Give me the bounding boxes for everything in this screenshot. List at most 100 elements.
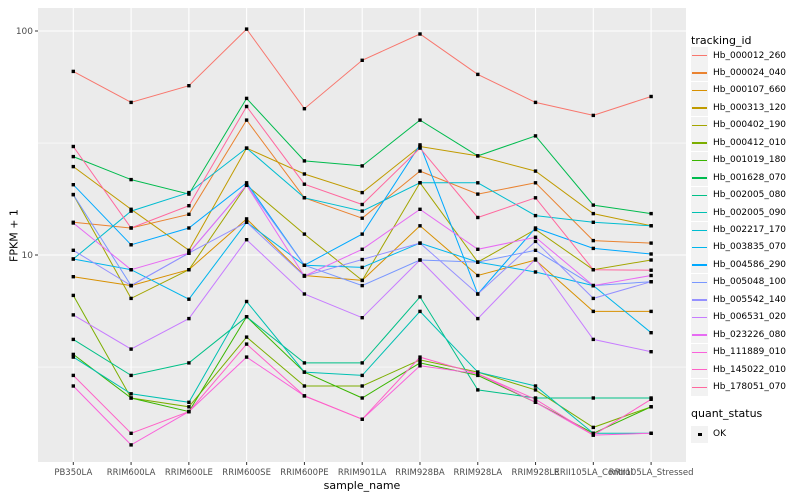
data-point-Hb_005542_140-RRIM600LA[interactable] <box>129 283 133 288</box>
data-point-Hb_000012_260-RRIM600LA[interactable] <box>129 100 133 105</box>
data-point-Hb_000412_010-RRIM928LE[interactable] <box>533 388 538 392</box>
legend-item-Hb_002217_170[interactable]: Hb_002217_170 <box>691 221 786 239</box>
data-point-Hb_004586_290-RRIM928LE[interactable] <box>533 226 538 230</box>
data-point-Hb_001628_070-RRIM928LE[interactable] <box>533 134 538 138</box>
data-point-Hb_002005_090-PB350LA[interactable] <box>71 355 75 359</box>
legend-item-Hb_003835_070[interactable]: Hb_003835_070 <box>691 238 786 256</box>
data-point-Hb_000313_120-RRIM600PE[interactable] <box>302 172 307 176</box>
data-point-Hb_001628_070-RRIM600LA[interactable] <box>129 177 133 182</box>
data-point-Hb_000107_660-RRIM600SE[interactable] <box>244 217 249 221</box>
data-point-Hb_005542_140-RRIM928BA[interactable] <box>418 241 422 245</box>
data-point-Hb_000412_010-RRIM901LA[interactable] <box>360 384 364 388</box>
data-point-Hb_002005_090-RRII105LA_Control[interactable] <box>591 431 595 435</box>
data-point-Hb_000313_120-RRII105LA_Control[interactable] <box>591 211 595 216</box>
data-point-Hb_000012_260-RRII105LA_Control[interactable] <box>591 113 595 118</box>
data-point-Hb_145022_010-RRII105LA_Stressed[interactable] <box>649 397 653 401</box>
data-point-Hb_005048_100-RRIM928LA[interactable] <box>476 260 480 264</box>
data-point-Hb_023226_080-RRIM901LA[interactable] <box>360 247 364 251</box>
data-point-Hb_178051_070-RRIM928LA[interactable] <box>476 215 480 220</box>
data-point-Hb_003835_070-RRIM600LE[interactable] <box>187 297 191 301</box>
data-point-Hb_111889_010-RRIM928BA[interactable] <box>418 364 422 368</box>
data-point-Hb_002217_170-RRIM600LA[interactable] <box>129 209 133 213</box>
legend-item-Hb_178051_070[interactable]: Hb_178051_070 <box>691 378 786 396</box>
data-point-Hb_004586_290-RRIM600LE[interactable] <box>187 226 191 230</box>
data-point-Hb_003835_070-RRII105LA_Stressed[interactable] <box>649 331 653 335</box>
data-point-Hb_002217_170-RRII105LA_Stressed[interactable] <box>649 224 653 228</box>
data-point-Hb_005542_140-PB350LA[interactable] <box>71 248 75 252</box>
data-point-Hb_005048_100-RRIM901LA[interactable] <box>360 283 364 288</box>
legend-item-Hb_005048_100[interactable]: Hb_005048_100 <box>691 273 786 291</box>
data-point-Hb_111889_010-RRIM928LE[interactable] <box>533 400 538 404</box>
data-point-Hb_002005_090-RRIM600LE[interactable] <box>187 400 191 404</box>
data-point-Hb_000402_190-RRII105LA_Stressed[interactable] <box>649 258 653 262</box>
data-point-Hb_023226_080-RRII105LA_Control[interactable] <box>591 283 595 288</box>
data-point-Hb_145022_010-RRIM928LA[interactable] <box>476 372 480 376</box>
data-point-Hb_000412_010-RRIM600PE[interactable] <box>302 384 307 388</box>
data-point-Hb_145022_010-RRIM901LA[interactable] <box>360 417 364 421</box>
data-point-Hb_000024_040-RRIM901LA[interactable] <box>360 216 364 220</box>
data-point-Hb_000412_010-RRII105LA_Control[interactable] <box>591 425 595 430</box>
data-point-Hb_000412_010-RRIM928BA[interactable] <box>418 358 422 362</box>
data-point-Hb_005542_140-RRIM901LA[interactable] <box>360 257 364 262</box>
data-point-Hb_005542_140-RRII105LA_Control[interactable] <box>591 296 595 301</box>
data-point-Hb_000012_260-RRII105LA_Stressed[interactable] <box>649 94 653 99</box>
data-point-Hb_000012_260-RRIM901LA[interactable] <box>360 58 364 62</box>
data-point-Hb_000313_120-PB350LA[interactable] <box>71 164 75 169</box>
legend-item-Hb_000313_120[interactable]: Hb_000313_120 <box>691 99 786 117</box>
data-point-Hb_000012_260-PB350LA[interactable] <box>71 69 75 74</box>
legend-item-Hb_023226_080[interactable]: Hb_023226_080 <box>691 326 786 344</box>
data-point-Hb_002217_170-RRIM928LE[interactable] <box>533 213 538 218</box>
data-point-Hb_023226_080-RRIM600LE[interactable] <box>187 251 191 255</box>
data-point-Hb_002005_080-PB350LA[interactable] <box>71 337 75 342</box>
data-point-Hb_002005_080-RRIM600PE[interactable] <box>302 361 307 365</box>
legend-item-Hb_000402_190[interactable]: Hb_000402_190 <box>691 116 786 134</box>
legend-item-Hb_006531_020[interactable]: Hb_006531_020 <box>691 308 786 326</box>
data-point-Hb_000402_190-RRIM600PE[interactable] <box>302 232 307 236</box>
data-point-Hb_000012_260-RRIM928LE[interactable] <box>533 100 538 105</box>
legend-item-Hb_000012_260[interactable]: Hb_000012_260 <box>691 47 786 65</box>
data-point-Hb_004586_290-RRIM928BA[interactable] <box>418 143 422 147</box>
legend-item-Hb_002005_080[interactable]: Hb_002005_080 <box>691 186 786 204</box>
data-point-Hb_006531_020-RRIM928LA[interactable] <box>476 316 480 321</box>
data-point-Hb_002217_170-RRIM928LA[interactable] <box>476 181 480 185</box>
data-point-Hb_023226_080-PB350LA[interactable] <box>71 221 75 225</box>
data-point-Hb_002005_090-RRIM928BA[interactable] <box>418 309 422 314</box>
data-point-Hb_004586_290-RRII105LA_Control[interactable] <box>591 246 595 251</box>
data-point-Hb_178051_070-RRIM600LE[interactable] <box>187 204 191 208</box>
data-point-Hb_005542_140-RRIM928LE[interactable] <box>533 239 538 244</box>
data-point-Hb_000402_190-RRIM600LE[interactable] <box>187 268 191 272</box>
legend-item-Hb_000024_040[interactable]: Hb_000024_040 <box>691 64 786 82</box>
data-point-Hb_006531_020-RRIM600LA[interactable] <box>129 347 133 351</box>
legend-item-quant-ok[interactable]: OK <box>691 425 726 443</box>
data-point-Hb_006531_020-RRII105LA_Stressed[interactable] <box>649 350 653 354</box>
data-point-Hb_111889_010-RRIM600LA[interactable] <box>129 443 133 447</box>
data-point-Hb_005542_140-RRIM928LA[interactable] <box>476 292 480 296</box>
data-point-Hb_006531_020-RRIM600PE[interactable] <box>302 292 307 296</box>
data-point-Hb_000412_010-RRIM600SE[interactable] <box>244 335 249 339</box>
data-point-Hb_001019_180-RRIM901LA[interactable] <box>360 396 364 400</box>
data-point-Hb_000024_040-RRIM928LA[interactable] <box>476 192 480 196</box>
data-point-Hb_006531_020-RRIM600SE[interactable] <box>244 238 249 242</box>
data-point-Hb_000024_040-RRIM600SE[interactable] <box>244 118 249 122</box>
data-point-Hb_145022_010-RRIM928BA[interactable] <box>418 355 422 359</box>
data-point-Hb_145022_010-RRIM600LE[interactable] <box>187 409 191 414</box>
data-point-Hb_000012_260-RRIM928BA[interactable] <box>418 32 422 36</box>
data-point-Hb_002005_080-RRIM600LE[interactable] <box>187 361 191 365</box>
data-point-Hb_001628_070-RRIM600SE[interactable] <box>244 96 249 101</box>
data-point-Hb_001019_180-RRII105LA_Stressed[interactable] <box>649 405 653 409</box>
data-point-Hb_023226_080-RRIM600PE[interactable] <box>302 274 307 278</box>
data-point-Hb_023226_080-RRIM928LA[interactable] <box>476 247 480 251</box>
data-point-Hb_002005_090-RRIM600PE[interactable] <box>302 370 307 374</box>
data-point-Hb_145022_010-RRIM928LE[interactable] <box>533 397 538 401</box>
data-point-Hb_145022_010-RRII105LA_Control[interactable] <box>591 433 595 437</box>
legend-item-Hb_001628_070[interactable]: Hb_001628_070 <box>691 169 786 187</box>
data-point-Hb_002217_170-RRII105LA_Control[interactable] <box>591 220 595 224</box>
data-point-Hb_005048_100-PB350LA[interactable] <box>71 192 75 197</box>
data-point-Hb_023226_080-RRIM928BA[interactable] <box>418 207 422 211</box>
data-point-Hb_000012_260-RRIM600LE[interactable] <box>187 84 191 88</box>
data-point-Hb_004586_290-RRIM600LA[interactable] <box>129 243 133 247</box>
data-point-Hb_178051_070-RRII105LA_Stressed[interactable] <box>649 268 653 272</box>
data-point-Hb_178051_070-RRIM928BA[interactable] <box>418 146 422 150</box>
data-point-Hb_002005_080-RRIM600LA[interactable] <box>129 373 133 378</box>
legend-item-Hb_111889_010[interactable]: Hb_111889_010 <box>691 343 786 361</box>
